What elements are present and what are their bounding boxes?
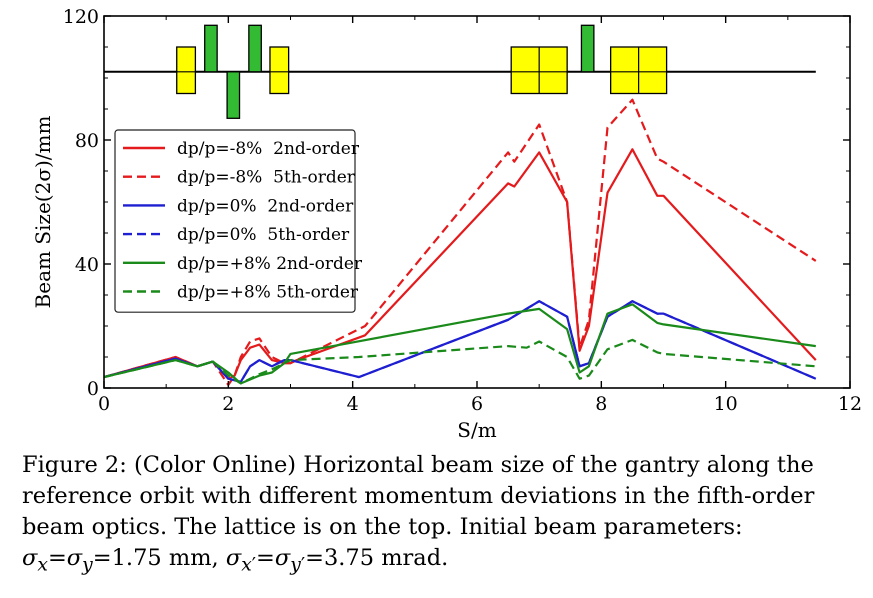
legend-label-5: dp/p=+8% 5th-order [177,283,359,303]
y-tick-label-0: 0 [87,378,99,400]
legend-label-3: dp/p=0% 5th-order [177,225,350,245]
lattice-quad-0 [176,46,197,95]
series-line-3 [103,300,817,383]
x-tick-label-0: 0 [98,393,110,415]
y-axis-label: Beam Size(2σ)/mm [31,116,55,309]
y-tick-label-3: 120 [63,6,99,28]
x-tick-label-1: 2 [222,393,234,415]
series-line-2 [103,300,817,383]
legend-box [114,129,356,313]
lattice-dipole-3 [248,24,262,73]
caption-line-3: beam optics. The lattice is on the top. … [22,514,743,540]
x-tick-label-6: 12 [838,393,862,415]
x-tick-label-5: 10 [714,393,738,415]
x-tick-label-3: 6 [471,393,483,415]
y-tick-label-2: 80 [75,130,99,152]
series-line-4 [103,303,816,385]
x-tick-label-4: 8 [595,393,607,415]
lattice-dipole-6 [580,24,595,73]
x-axis-label: S/m [457,418,496,440]
legend-label-0: dp/p=-8% 2nd-order [177,139,360,159]
beam-size-figure: 0 2 4 6 8 10 12 0 40 80 120 S/m Beam Size(2σ)/mm dp/p… [31,6,862,442]
legend-label-4: dp/p=+8% 2nd-order [177,254,363,274]
figure-caption: Figure 2: (Color Online) Horizontal beam… [22,450,860,581]
legend-label-1: dp/p=-8% 5th-order [177,168,356,188]
caption-line-4: σx=σy=1.75 mm, σx′=σy′=3.75 mrad. [22,545,449,576]
y-tick-label-1: 40 [75,254,99,276]
legend-label-2: dp/p=0% 2nd-order [177,196,354,216]
series-line-5 [103,338,816,385]
lattice-dipole-1 [204,24,218,73]
lattice-dipole-2 [226,71,241,119]
x-tick-label-2: 4 [347,393,359,415]
lattice-quad-4 [269,46,290,95]
caption-line-1: Figure 2: (Color Online) Horizontal beam… [22,452,814,478]
caption-line-2: reference orbit with different momentum … [22,483,815,509]
